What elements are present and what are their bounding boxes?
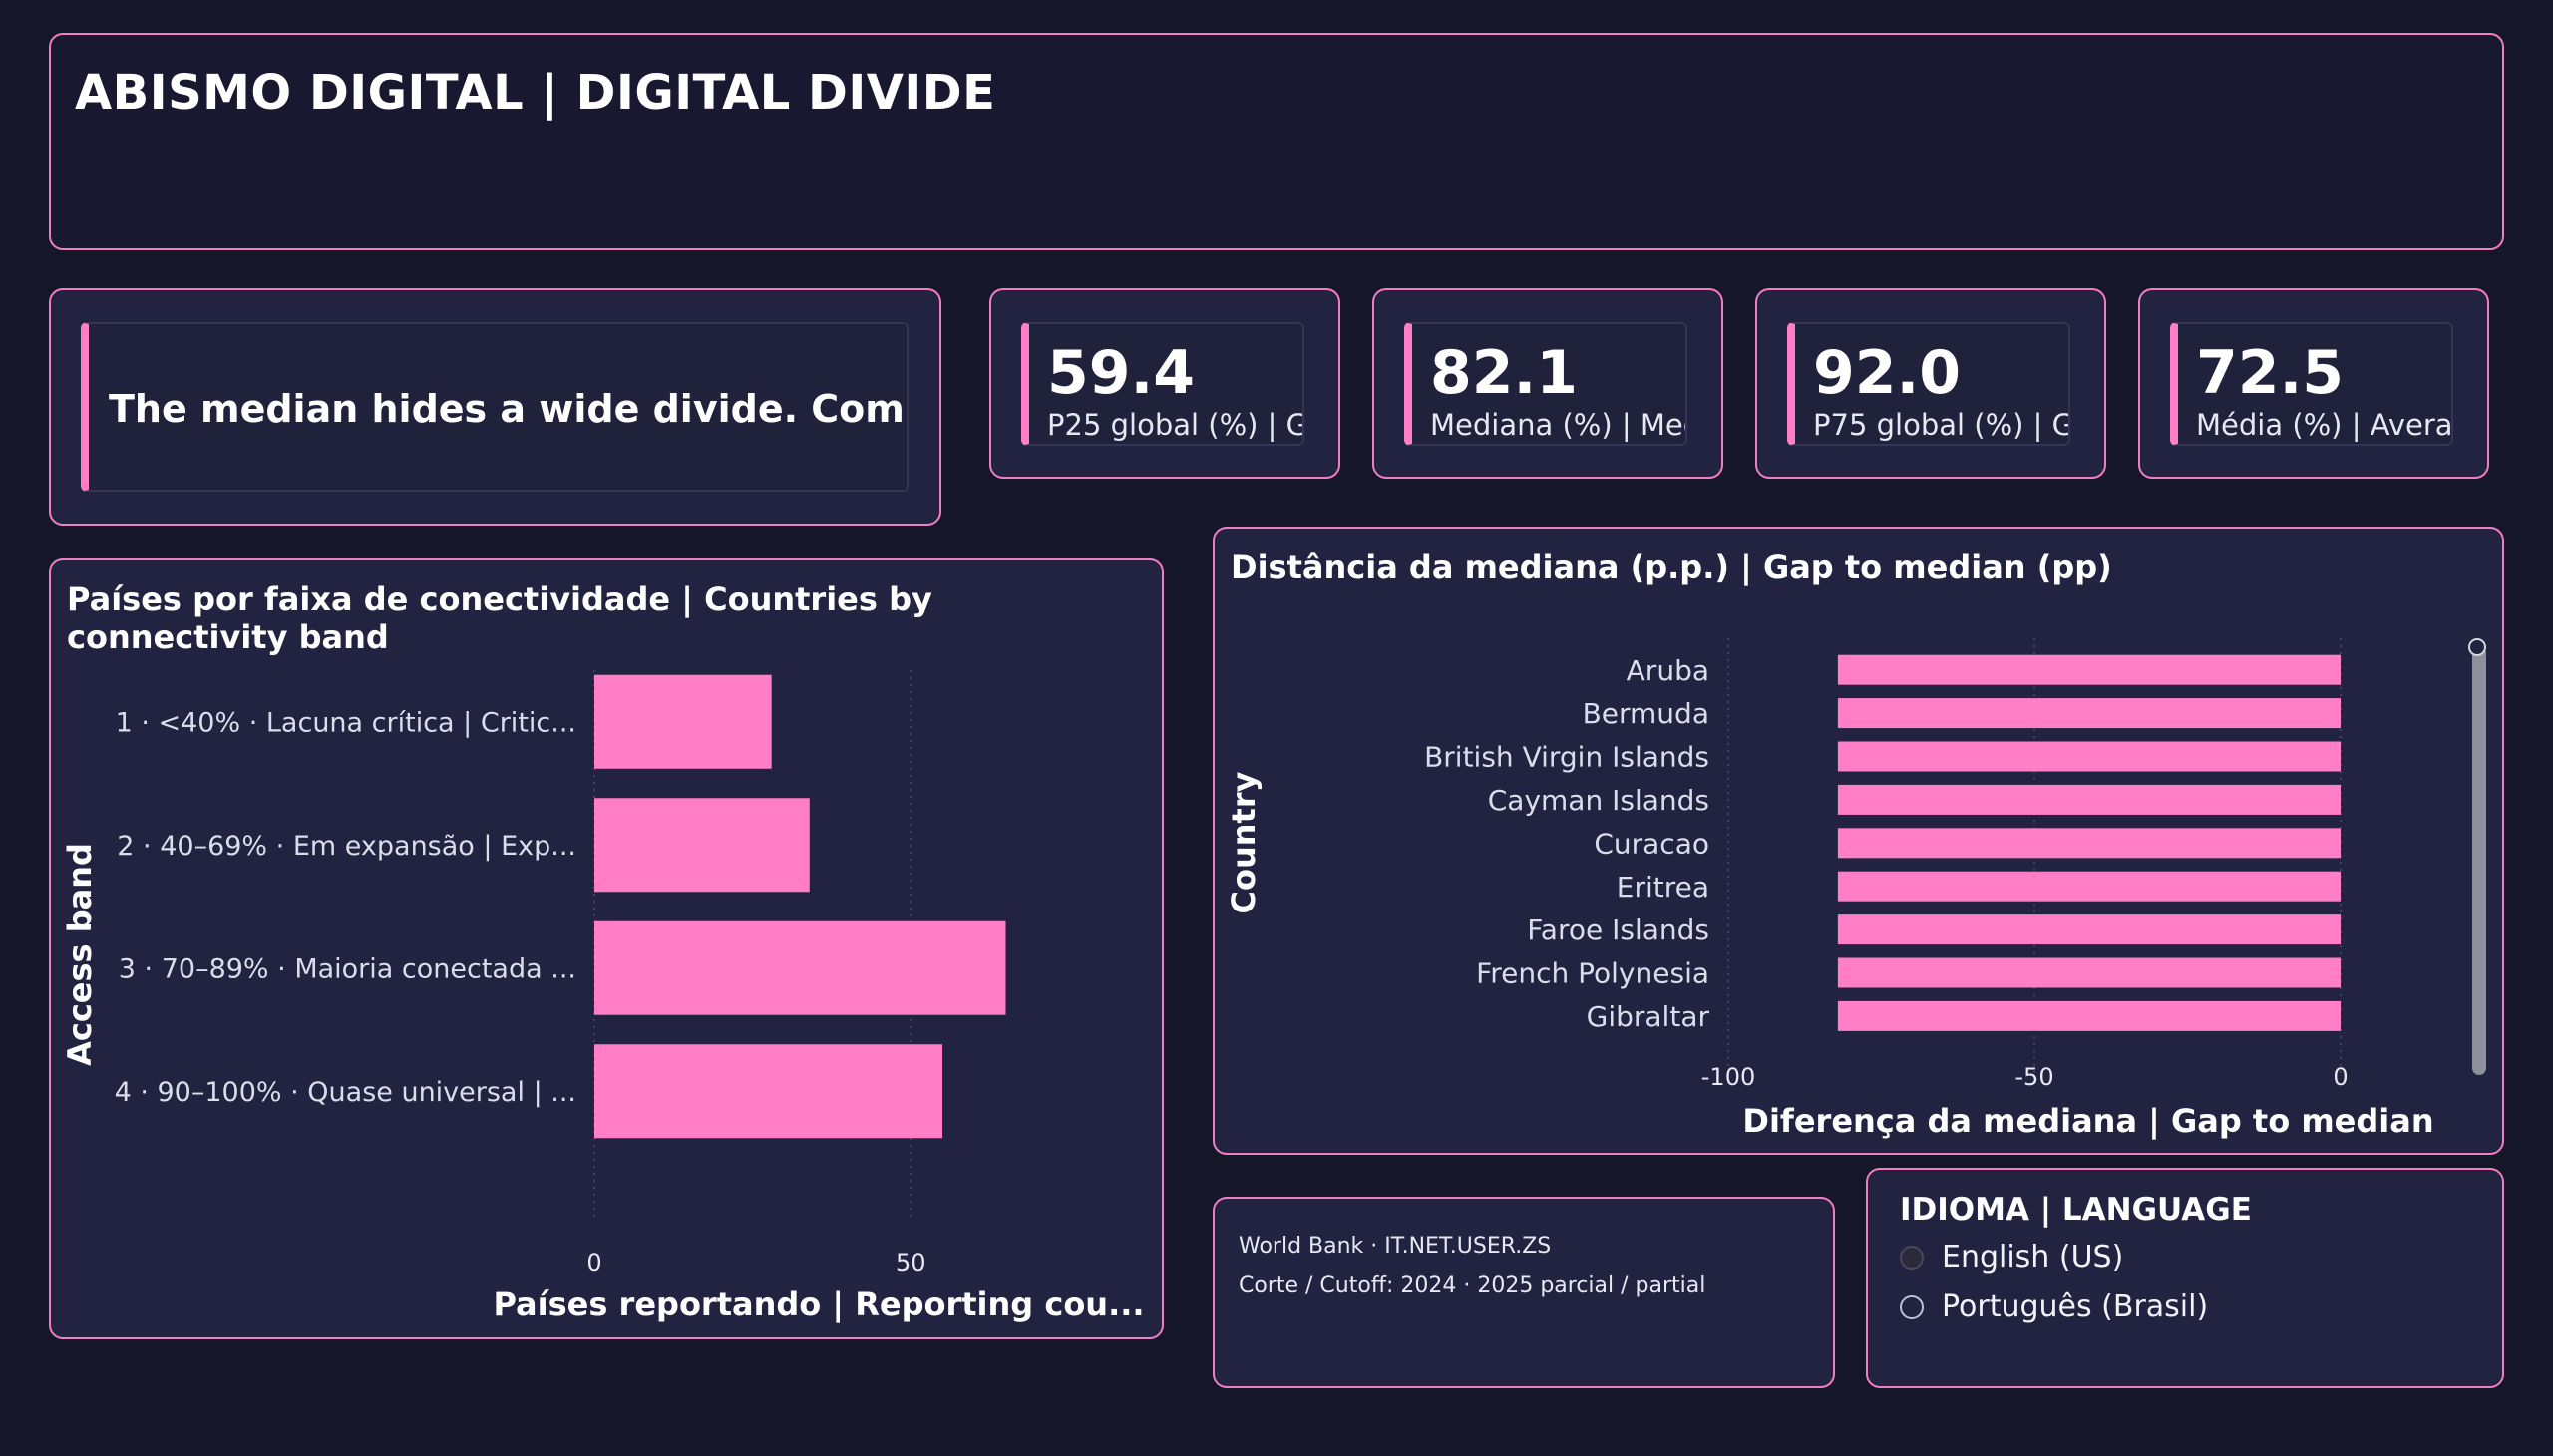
kpi-card: 82.1 Mediana (%) | Median (%) bbox=[1404, 322, 1687, 446]
y-tick-label: Aruba bbox=[1627, 654, 1709, 687]
gap-chart: -100 -50 0 Aruba Bermuda British Virgin Islan… bbox=[1225, 638, 2434, 1141]
language-title: IDIOMA | LANGUAGE bbox=[1900, 1192, 2252, 1228]
x-axis-label: Diferença da mediana | Gap to median bbox=[1742, 1102, 2433, 1141]
kpi-card: 72.5 Média (%) | Average (%) bbox=[2170, 322, 2453, 446]
band-chart-title: Países por faixa de conectividade | Coun… bbox=[67, 580, 932, 656]
bar bbox=[1837, 654, 2341, 685]
cutoff-line: Corte / Cutoff: 2024 · 2025 parcial / pa… bbox=[1239, 1274, 1706, 1298]
chart-scrollbar[interactable] bbox=[2472, 646, 2486, 1075]
y-tick-label: Cayman Islands bbox=[1488, 784, 1709, 817]
y-tick-label: French Polynesia bbox=[1476, 957, 1709, 990]
y-tick-label: 3 · 70–89% · Maioria conectada ... bbox=[119, 953, 576, 984]
y-tick-label: Faroe Islands bbox=[1527, 913, 1709, 946]
x-tick-label: -50 bbox=[2014, 1063, 2053, 1091]
bar bbox=[1837, 957, 2341, 988]
y-axis-label: Country bbox=[1225, 771, 1263, 913]
language-option-label: Português (Brasil) bbox=[1942, 1289, 2209, 1324]
kpi-card: 92.0 P75 global (%) | Global P75 (%) bbox=[1787, 322, 2070, 446]
kpi-label: Média (%) | Average (%) bbox=[2196, 408, 2453, 442]
bar bbox=[1837, 871, 2341, 902]
kpi-median: 82.1 Mediana (%) | Median (%) bbox=[1372, 288, 1723, 479]
y-tick-label: Curacao bbox=[1594, 827, 1709, 860]
bar bbox=[594, 674, 772, 769]
kpi-value: 72.5 bbox=[2196, 338, 2345, 408]
radio-icon[interactable] bbox=[1900, 1245, 1924, 1270]
gap-chart-title: Distância da mediana (p.p.) | Gap to med… bbox=[1231, 548, 2112, 586]
bar bbox=[1837, 828, 2341, 859]
x-tick-label: -100 bbox=[1701, 1063, 1755, 1091]
page-title: ABISMO DIGITAL | DIGITAL DIVIDE bbox=[75, 65, 996, 121]
chart-scrollbar-handle[interactable] bbox=[2468, 638, 2486, 656]
source-panel: World Bank · IT.NET.USER.ZS Corte / Cuto… bbox=[1213, 1197, 1835, 1388]
header-banner: ABISMO DIGITAL | DIGITAL DIVIDE bbox=[49, 33, 2504, 250]
bar bbox=[1837, 784, 2341, 815]
y-axis-label: Access band bbox=[61, 843, 99, 1066]
insight-card: The median hides a wide divide. Compare … bbox=[81, 322, 909, 492]
source-line: World Bank · IT.NET.USER.ZS bbox=[1239, 1234, 1552, 1259]
kpi-value: 59.4 bbox=[1047, 338, 1196, 408]
kpi-average: 72.5 Média (%) | Average (%) bbox=[2138, 288, 2489, 479]
y-tick-label: Gibraltar bbox=[1587, 1000, 1710, 1033]
language-option-english[interactable]: English (US) bbox=[1900, 1240, 2123, 1274]
band-chart-panel: Países por faixa de conectividade | Coun… bbox=[49, 558, 1164, 1339]
language-option-label: English (US) bbox=[1942, 1240, 2124, 1274]
band-chart: 0 50 1 · <40% · Lacuna crítica | Critic...… bbox=[61, 670, 1145, 1324]
language-panel: IDIOMA | LANGUAGE English (US) Português… bbox=[1866, 1168, 2504, 1388]
y-tick-label: Bermuda bbox=[1583, 697, 1709, 730]
gap-chart-panel: Distância da mediana (p.p.) | Gap to med… bbox=[1213, 527, 2504, 1155]
y-tick-label: British Virgin Islands bbox=[1424, 741, 1709, 774]
x-tick-label: 50 bbox=[896, 1249, 926, 1276]
kpi-value: 92.0 bbox=[1813, 338, 1962, 408]
bar bbox=[1837, 914, 2341, 945]
x-axis-label: Países reportando | Reporting cou... bbox=[493, 1285, 1144, 1324]
kpi-label: P25 global (%) | Global P25 (%) bbox=[1047, 408, 1302, 442]
kpi-card: 59.4 P25 global (%) | Global P25 (%) bbox=[1021, 322, 1304, 446]
x-tick-label: 0 bbox=[586, 1249, 601, 1276]
bar bbox=[1837, 1000, 2341, 1031]
insight-panel: The median hides a wide divide. Compare … bbox=[49, 288, 941, 526]
x-tick-label: 0 bbox=[2333, 1063, 2348, 1091]
y-tick-label: 1 · <40% · Lacuna crítica | Critic... bbox=[116, 707, 576, 738]
kpi-p75: 92.0 P75 global (%) | Global P75 (%) bbox=[1755, 288, 2106, 479]
kpi-p25: 59.4 P25 global (%) | Global P25 (%) bbox=[989, 288, 1340, 479]
bar bbox=[594, 1044, 943, 1139]
language-option-portuguese[interactable]: Português (Brasil) bbox=[1900, 1289, 2208, 1324]
y-tick-label: 4 · 90–100% · Quase universal | ... bbox=[115, 1077, 576, 1108]
y-tick-label: Eritrea bbox=[1617, 871, 1709, 904]
bar bbox=[594, 920, 1006, 1015]
insight-text: The median hides a wide divide. Compare … bbox=[109, 387, 907, 431]
y-tick-label: 2 · 40–69% · Em expansão | Exp... bbox=[117, 831, 576, 862]
bar bbox=[594, 798, 810, 893]
bar bbox=[1837, 741, 2341, 772]
kpi-label: P75 global (%) | Global P75 (%) bbox=[1813, 408, 2068, 442]
bar bbox=[1837, 698, 2341, 729]
kpi-value: 82.1 bbox=[1430, 338, 1579, 408]
kpi-label: Mediana (%) | Median (%) bbox=[1430, 408, 1685, 442]
radio-icon[interactable] bbox=[1900, 1294, 1924, 1319]
